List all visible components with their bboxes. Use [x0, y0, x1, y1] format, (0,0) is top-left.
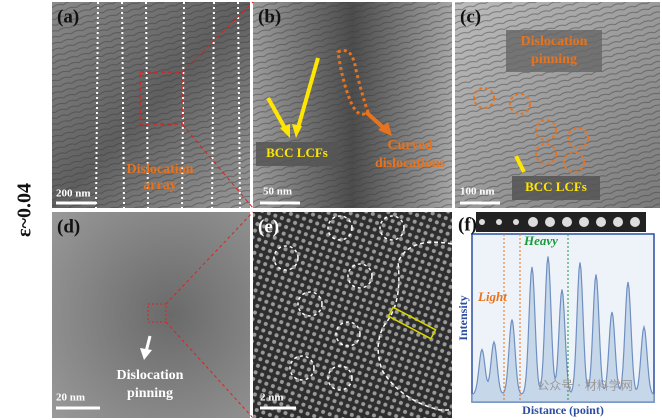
zoom-line [181, 1, 254, 73]
annotation: Dislocation [117, 368, 184, 383]
light-label: Light [477, 289, 507, 304]
label-box [256, 142, 338, 166]
annotation: array [143, 178, 176, 193]
panel-f: Light Heavy Intensity Distance (point) (… [455, 212, 660, 418]
atom-dot [562, 217, 572, 227]
panel-label: (a) [57, 6, 79, 27]
profile-box [387, 306, 437, 340]
atom-dot [528, 217, 538, 227]
atom-dot [496, 219, 502, 225]
atom-dot [596, 217, 606, 227]
arrow [514, 155, 526, 173]
watermark: 公众号 · 材料学网 [537, 378, 632, 393]
arrow-head [292, 124, 302, 138]
dotted-lines [95, 1, 241, 209]
label-box [506, 30, 602, 72]
annotation: BCC LCFs [525, 179, 587, 194]
arrow-head [140, 348, 152, 360]
arrow-head [378, 122, 392, 136]
scale-bar-label: 2 nm [260, 392, 284, 404]
atom-dot [630, 217, 640, 227]
atom-circles [273, 215, 405, 391]
annotation: BCC LCFs [266, 145, 328, 160]
panel-a: (a) Dislocation array 200 nm [52, 1, 254, 209]
texture [52, 2, 250, 208]
strip [0, 0, 50, 420]
atom-dot [479, 219, 485, 225]
atom-dot [579, 217, 589, 227]
arrow [296, 57, 320, 129]
region-outline [377, 241, 453, 411]
zoom-box [139, 71, 183, 125]
scale-bar-label: 50 nm [263, 186, 292, 198]
panel-label: (e) [258, 216, 279, 237]
panel-e: (e) 2 nm [253, 212, 453, 418]
zoom-line [181, 123, 254, 209]
annotation: Curved [387, 138, 432, 153]
atom-dot [513, 219, 519, 225]
x-axis-label: Distance (point) [522, 403, 604, 417]
arrow-head [280, 124, 290, 138]
panel-c: Dislocation pinning BCC LCFs (c) 100 nm [455, 2, 660, 208]
annotation: pinning [531, 52, 577, 67]
texture [253, 2, 452, 208]
scale-bar-label: 100 nm [460, 186, 495, 198]
y-axis-label: Intensity [456, 295, 470, 340]
atom-dot [545, 217, 555, 227]
annotation: Dislocation [521, 34, 588, 49]
panel-label: (d) [57, 216, 80, 237]
atom-dots [479, 217, 640, 227]
label-box [512, 176, 600, 200]
annotation: pinning [127, 386, 173, 401]
heavy-label: Heavy [523, 233, 558, 248]
panel-b: BCC LCFs Curved dislocations (b) 50 nm [253, 2, 452, 208]
atom-dot [613, 217, 623, 227]
zoom-box [147, 303, 167, 323]
panel-label: (c) [460, 6, 481, 27]
arrow [266, 97, 288, 131]
scale-bar-label: 20 nm [56, 392, 85, 404]
panel-label: (b) [258, 6, 281, 27]
annotation: dislocations [375, 156, 446, 171]
annotation: Dislocation [127, 162, 194, 177]
scale-bar-label: 200 nm [56, 188, 91, 200]
strain-label: ε~0.04 [14, 183, 36, 237]
atom-strip [476, 212, 646, 232]
panel-d: Dislocation pinning (d) 20 nm [52, 211, 254, 419]
panel-label: (f) [458, 214, 477, 235]
pinning-circles [473, 87, 589, 173]
intensity-curve [471, 256, 655, 403]
micrograph [52, 212, 250, 418]
